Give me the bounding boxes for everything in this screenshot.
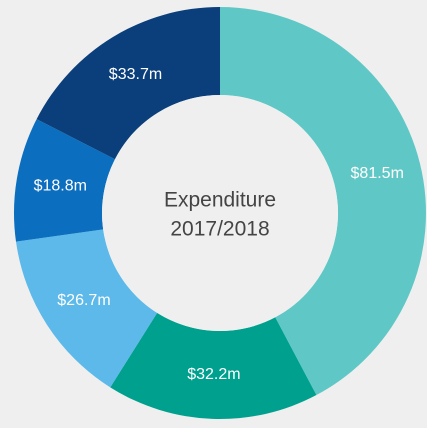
slice: [110, 312, 317, 420]
slice: [13, 119, 115, 242]
center-text: Expenditure: [164, 189, 276, 212]
slice: [36, 7, 220, 160]
slice: [220, 7, 427, 396]
slices: [13, 7, 427, 420]
center-text: 2017/2018: [170, 218, 269, 241]
data-label: $33.7m: [109, 66, 162, 83]
data-label: $81.5m: [351, 165, 404, 182]
donut-hole: [102, 95, 338, 331]
slice: [15, 229, 158, 388]
data-label: $32.2m: [187, 366, 240, 383]
data-label: $26.7m: [57, 292, 110, 309]
data-label: $18.8m: [34, 177, 87, 194]
